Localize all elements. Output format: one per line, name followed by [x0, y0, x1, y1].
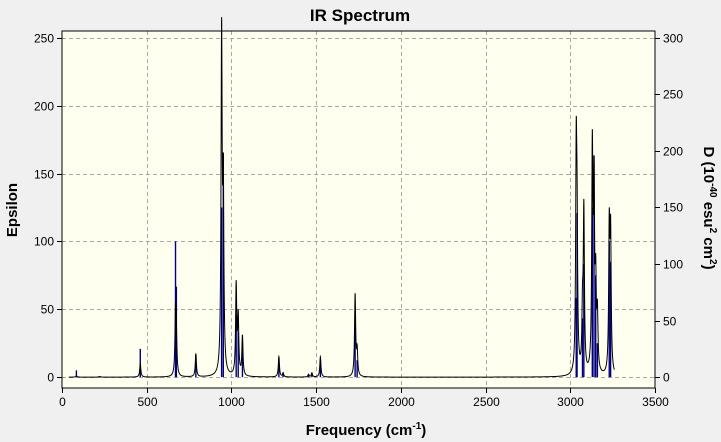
y-axis-left: 0 50 100 150 200 250 — [34, 32, 62, 385]
y-tick-label: 150 — [34, 168, 54, 182]
x-tick-label: 500 — [137, 395, 157, 409]
plot-frame — [61, 30, 656, 389]
y-axis-label-right: D (10-40 esu2 cm2) — [700, 146, 718, 269]
y-axis-right: 0 50 100 150 200 250 300 — [655, 32, 683, 385]
y-tick-label: 250 — [34, 32, 54, 46]
x-tick-label: 2500 — [473, 395, 500, 409]
x-tick-label: 2000 — [388, 395, 415, 409]
y-tick-label: 100 — [34, 235, 54, 249]
y-axis-label-left: Epsilon — [4, 183, 21, 237]
y-tick-label: 0 — [47, 371, 54, 385]
y2-tick-label: 300 — [663, 32, 683, 46]
y2-tick-label: 50 — [663, 315, 677, 329]
x-axis-label: Frequency (cm-1) — [306, 421, 427, 439]
y2-tick-label: 200 — [663, 145, 683, 159]
grid-layer — [62, 31, 655, 388]
y2-tick-label: 100 — [663, 258, 683, 272]
x-tick-label: 3500 — [642, 395, 669, 409]
y-tick-label: 200 — [34, 100, 54, 114]
x-tick-label: 3000 — [557, 395, 584, 409]
spectrum-series — [68, 17, 615, 378]
plot-area — [62, 31, 655, 388]
x-tick-label: 1000 — [218, 395, 245, 409]
y2-tick-label: 150 — [663, 201, 683, 215]
x-tick-label: 0 — [59, 395, 66, 409]
y-tick-label: 50 — [41, 303, 55, 317]
x-tick-label: 1500 — [303, 395, 330, 409]
chart-title: IR Spectrum — [310, 6, 410, 25]
y2-tick-label: 250 — [663, 88, 683, 102]
spectrum-line — [68, 17, 615, 378]
y2-tick-label: 0 — [663, 371, 670, 385]
x-axis: 0 500 1000 1500 2000 2500 3000 3500 — [59, 388, 669, 409]
